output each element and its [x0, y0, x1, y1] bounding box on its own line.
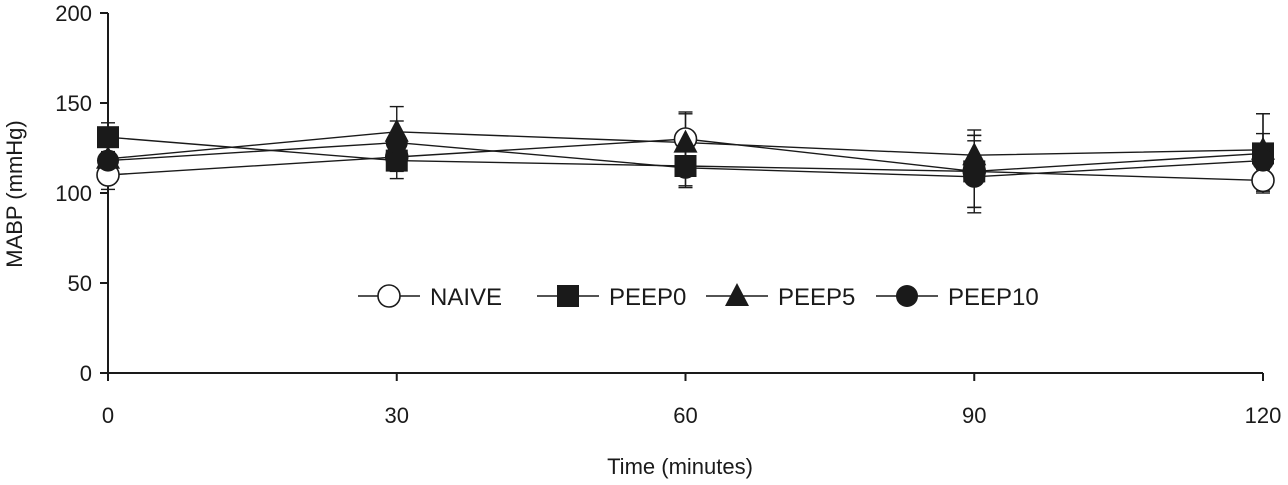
legend-label: PEEP10	[948, 284, 1039, 311]
x-tick-label: 30	[385, 403, 409, 428]
legend-item: PEEP5	[706, 283, 855, 311]
y-axis-title: MABP (mmHg)	[2, 120, 27, 268]
y-tick-label: 100	[55, 181, 92, 206]
data-point	[97, 126, 119, 149]
data-point	[385, 149, 408, 172]
legend: NAIVE PEEP0 PEEP5 PEEP10	[358, 283, 1039, 311]
data-point	[674, 156, 697, 179]
y-tick-label: 200	[55, 1, 92, 26]
legend-label: PEEP0	[609, 284, 686, 311]
x-tick-label: 60	[673, 403, 697, 428]
x-tick-label: 120	[1245, 403, 1282, 428]
legend-label: NAIVE	[430, 284, 502, 311]
data-point	[962, 142, 987, 166]
legend-item: PEEP0	[537, 284, 686, 311]
markers-peep10	[97, 131, 1274, 188]
y-tick-label: 0	[80, 361, 92, 386]
data-point	[673, 129, 698, 153]
legend-marker	[557, 285, 579, 307]
legend-marker	[377, 284, 401, 308]
legend-item: PEEP10	[876, 284, 1039, 311]
data-point	[385, 131, 408, 154]
data-point	[963, 165, 986, 188]
legend-item: NAIVE	[358, 284, 502, 311]
x-tick-label: 90	[962, 403, 986, 428]
y-tick-label: 150	[55, 91, 92, 116]
data-point	[1252, 149, 1274, 172]
x-tick-label: 0	[102, 403, 114, 428]
legend-marker	[896, 285, 918, 307]
legend-label: PEEP5	[778, 284, 855, 311]
series-layer	[96, 105, 1275, 214]
data-point	[97, 149, 119, 172]
y-tick-label: 50	[68, 271, 92, 296]
legend-marker	[725, 283, 749, 306]
data-point	[1251, 168, 1275, 193]
x-axis-title: Time (minutes)	[607, 454, 753, 479]
axes: 0 50 100 150 200 0 30 60 90 120	[55, 1, 1281, 428]
